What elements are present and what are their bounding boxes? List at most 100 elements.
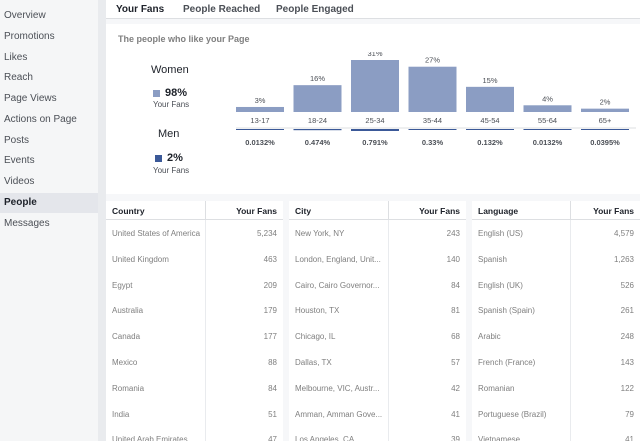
age-category-label: 65+ — [599, 116, 612, 125]
women-bar-35-44[interactable] — [408, 66, 457, 112]
sidebar: Overview Promotions Likes Reach Page Vie… — [0, 0, 98, 441]
language-fans-column-header[interactable]: Your Fans — [593, 206, 634, 216]
sidebar-item-posts[interactable]: Posts — [4, 135, 30, 146]
language-name: Vietnamese — [478, 435, 521, 441]
language-name: Romanian — [478, 383, 515, 393]
women-percent: 98% — [165, 87, 188, 99]
women-label: Women — [151, 64, 189, 76]
language-name: English (UK) — [478, 280, 523, 290]
women-bar-label: 31% — [367, 52, 382, 58]
city-name: New York, NY — [295, 229, 345, 238]
women-bar-18-24[interactable] — [293, 85, 342, 112]
women-bar-label: 4% — [542, 94, 553, 103]
women-bar-65+[interactable] — [581, 108, 629, 112]
men-bar-13-17[interactable] — [236, 129, 284, 130]
men-bar-label: 0.791% — [362, 138, 388, 147]
country-name: Canada — [112, 332, 141, 342]
city-table-row: Cairo, Cairo Governor... 84 — [289, 271, 466, 298]
city-name: Los Angeles, CA — [295, 435, 355, 441]
men-bar-label: 0.0132% — [533, 138, 563, 147]
city-name: Cairo, Cairo Governor... — [295, 280, 380, 290]
country-fans-count: 84 — [268, 383, 277, 393]
language-column-header[interactable]: Language — [478, 206, 519, 216]
city-fans-count: 81 — [451, 306, 460, 316]
country-fans-column-header[interactable]: Your Fans — [236, 206, 277, 216]
country-name: United Kingdom — [112, 254, 169, 264]
city-fans-count: 39 — [451, 435, 460, 441]
country-name: Mexico — [112, 357, 138, 367]
city-name: Dallas, TX — [295, 357, 332, 367]
sidebar-item-likes[interactable]: Likes — [4, 52, 28, 63]
city-name: Amman, Amman Gove... — [295, 409, 383, 419]
language-name: Spanish (Spain) — [478, 306, 535, 316]
city-name: London, England, Unit... — [295, 254, 381, 264]
women-bar-label: 16% — [310, 74, 325, 83]
city-table-row: London, England, Unit... 140 — [289, 245, 466, 272]
men-bar-label: 0.0132% — [245, 138, 275, 147]
city-table-row: Chicago, IL 68 — [289, 323, 466, 349]
city-fans-column-header[interactable]: Your Fans — [419, 206, 460, 216]
men-bar-55-64[interactable] — [523, 129, 572, 130]
city-fans-count: 140 — [446, 254, 460, 264]
men-bar-45-54[interactable] — [466, 129, 514, 130]
language-table-row: Portuguese (Brazil) 79 — [472, 400, 640, 427]
city-fans-count: 68 — [451, 332, 460, 342]
sidebar-item-actions-on-page[interactable]: Actions on Page — [4, 114, 77, 125]
country-fans-count: 47 — [268, 435, 277, 441]
men-bar-25-34[interactable] — [351, 129, 399, 131]
sidebar-item-people[interactable]: People — [0, 193, 98, 213]
tab-your-fans[interactable]: Your Fans — [116, 4, 165, 15]
country-table-row: United States of America 5,234 — [106, 220, 283, 246]
country-fans-count: 209 — [263, 280, 277, 290]
city-fans-count: 41 — [451, 409, 460, 419]
country-column-header[interactable]: Country — [112, 206, 145, 216]
city-table-row: Los Angeles, CA 39 — [289, 426, 466, 441]
sidebar-item-events[interactable]: Events — [4, 155, 35, 166]
men-bar-35-44[interactable] — [408, 129, 457, 130]
sidebar-item-reach[interactable]: Reach — [4, 72, 33, 83]
women-bar-25-34[interactable] — [351, 60, 399, 112]
language-name: Spanish — [478, 254, 507, 264]
age-category-label: 55-64 — [538, 116, 557, 125]
country-table-row: Egypt 209 — [106, 271, 283, 298]
men-percent: 2% — [167, 152, 183, 164]
city-table-row: Dallas, TX 57 — [289, 348, 466, 375]
country-table-row: United Arab Emirates 47 — [106, 426, 283, 441]
country-fans-count: 463 — [263, 254, 277, 264]
sidebar-item-overview[interactable]: Overview — [4, 10, 46, 21]
panel-title: The people who like your Page — [118, 34, 250, 44]
country-name: Australia — [112, 306, 144, 316]
city-table-row: New York, NY 243 — [289, 220, 466, 246]
sidebar-item-messages[interactable]: Messages — [4, 218, 50, 229]
women-bar-45-54[interactable] — [466, 86, 514, 112]
country-table-row: Canada 177 — [106, 323, 283, 349]
women-bar-13-17[interactable] — [236, 106, 284, 112]
age-category-label: 25-34 — [365, 116, 384, 125]
country-table-row: India 51 — [106, 400, 283, 427]
tab-people-engaged[interactable]: People Engaged — [276, 4, 354, 15]
sidebar-item-page-views[interactable]: Page Views — [4, 93, 57, 104]
country-table: Country Your Fans United States of Ameri… — [106, 201, 283, 441]
city-fans-count: 57 — [451, 357, 460, 367]
language-name: French (France) — [478, 357, 536, 367]
city-name: Chicago, IL — [295, 332, 336, 342]
sidebar-item-promotions[interactable]: Promotions — [4, 31, 55, 42]
country-table-row: Mexico 88 — [106, 348, 283, 375]
language-fans-count: 122 — [620, 383, 634, 393]
men-bar-18-24[interactable] — [293, 129, 342, 131]
men-bar-65+[interactable] — [581, 129, 629, 130]
language-table-row: Vietnamese 41 — [472, 426, 640, 441]
women-bar-55-64[interactable] — [523, 105, 572, 112]
tab-people-reached[interactable]: People Reached — [183, 4, 261, 15]
city-column-header[interactable]: City — [295, 206, 312, 216]
men-bar-label: 0.33% — [422, 138, 444, 147]
language-table-row: Romanian 122 — [472, 374, 640, 401]
sidebar-item-videos[interactable]: Videos — [4, 176, 35, 187]
country-table-row: United Kingdom 463 — [106, 245, 283, 272]
city-table-header: City Your Fans — [289, 201, 466, 220]
language-fans-count: 1,263 — [613, 254, 634, 264]
city-name: Houston, TX — [295, 306, 340, 316]
city-table-row: Amman, Amman Gove... 41 — [289, 400, 466, 427]
men-bar-label: 0.474% — [305, 138, 331, 147]
age-gender-chart: 3% 13-17 0.0132% 16% 18-24 0.474% 31% 25-34 0.79… — [236, 52, 636, 147]
